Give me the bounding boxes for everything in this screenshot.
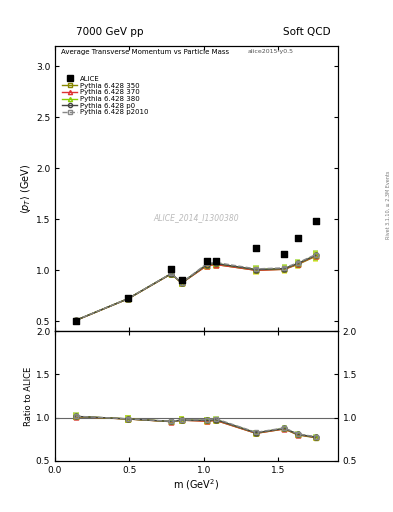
Pythia 6.428 350 — [254, 267, 259, 273]
Pythia 6.428 p2010 — [213, 260, 218, 266]
Pythia 6.428 370 — [213, 262, 218, 268]
Pythia 6.428 p2010 — [179, 280, 184, 286]
Line: Pythia 6.428 380: Pythia 6.428 380 — [73, 253, 318, 323]
Pythia 6.428 380 — [282, 266, 287, 272]
Pythia 6.428 p0 — [73, 317, 78, 324]
Pythia 6.428 p2010 — [296, 260, 300, 266]
Pythia 6.428 370 — [282, 266, 287, 272]
Pythia 6.428 p2010 — [169, 270, 174, 276]
Pythia 6.428 350 — [169, 271, 174, 277]
Pythia 6.428 350 — [179, 280, 184, 286]
X-axis label: m (GeV$^2$): m (GeV$^2$) — [173, 477, 220, 492]
Pythia 6.428 p0 — [205, 262, 209, 268]
ALICE — [312, 217, 319, 225]
ALICE — [73, 317, 79, 325]
Pythia 6.428 380 — [296, 261, 300, 267]
Pythia 6.428 p2010 — [205, 261, 209, 267]
Pythia 6.428 370 — [254, 267, 259, 273]
ALICE — [168, 265, 174, 273]
ALICE — [253, 244, 259, 252]
Line: Pythia 6.428 p0: Pythia 6.428 p0 — [73, 253, 318, 323]
Pythia 6.428 p0 — [313, 252, 318, 259]
Pythia 6.428 370 — [313, 253, 318, 259]
Pythia 6.428 p2010 — [73, 317, 78, 323]
Pythia 6.428 380 — [126, 295, 130, 302]
Text: 7000 GeV pp: 7000 GeV pp — [76, 27, 144, 37]
ALICE — [281, 250, 288, 258]
Pythia 6.428 p0 — [169, 271, 174, 277]
Pythia 6.428 p2010 — [126, 295, 130, 302]
Pythia 6.428 370 — [169, 271, 174, 277]
Text: Rivet 3.1.10, ≥ 2.3M Events: Rivet 3.1.10, ≥ 2.3M Events — [386, 170, 391, 239]
Pythia 6.428 380 — [213, 261, 218, 267]
Y-axis label: Ratio to ALICE: Ratio to ALICE — [24, 367, 33, 425]
Pythia 6.428 380 — [73, 317, 78, 324]
Pythia 6.428 350 — [313, 253, 318, 260]
Pythia 6.428 370 — [205, 263, 209, 269]
Pythia 6.428 370 — [126, 296, 130, 302]
Y-axis label: $\langle p_T\rangle$ (GeV): $\langle p_T\rangle$ (GeV) — [19, 163, 33, 214]
ALICE — [213, 257, 219, 265]
Text: ALICE_2014_I1300380: ALICE_2014_I1300380 — [154, 212, 239, 222]
ALICE — [178, 276, 185, 284]
Line: Pythia 6.428 370: Pythia 6.428 370 — [73, 253, 318, 323]
ALICE — [295, 233, 301, 242]
Pythia 6.428 370 — [179, 280, 184, 286]
Pythia 6.428 p0 — [296, 261, 300, 267]
ALICE — [204, 257, 210, 265]
Pythia 6.428 380 — [179, 280, 184, 286]
Text: alice2015-y0.5: alice2015-y0.5 — [248, 49, 294, 54]
Pythia 6.428 p0 — [213, 261, 218, 267]
Pythia 6.428 350 — [296, 262, 300, 268]
Pythia 6.428 350 — [126, 296, 130, 302]
Text: Soft QCD: Soft QCD — [283, 27, 331, 37]
Pythia 6.428 p2010 — [282, 265, 287, 271]
Pythia 6.428 380 — [313, 252, 318, 259]
Line: Pythia 6.428 350: Pythia 6.428 350 — [73, 254, 318, 323]
Pythia 6.428 380 — [254, 267, 259, 273]
Pythia 6.428 370 — [73, 317, 78, 324]
Pythia 6.428 380 — [205, 262, 209, 268]
Pythia 6.428 370 — [296, 261, 300, 267]
Pythia 6.428 p0 — [282, 266, 287, 272]
Pythia 6.428 p0 — [126, 295, 130, 302]
Pythia 6.428 350 — [205, 263, 209, 269]
ALICE — [125, 293, 131, 302]
Pythia 6.428 p2010 — [313, 251, 318, 258]
Pythia 6.428 380 — [169, 271, 174, 277]
Line: Pythia 6.428 p2010: Pythia 6.428 p2010 — [73, 252, 318, 323]
Pythia 6.428 350 — [282, 266, 287, 272]
Pythia 6.428 350 — [73, 317, 78, 324]
Pythia 6.428 p0 — [254, 267, 259, 273]
Pythia 6.428 p0 — [179, 280, 184, 286]
Text: Average Transverse Momentum vs Particle Mass: Average Transverse Momentum vs Particle … — [61, 49, 229, 55]
Pythia 6.428 p2010 — [254, 266, 259, 272]
Pythia 6.428 350 — [213, 262, 218, 268]
Legend: ALICE, Pythia 6.428 350, Pythia 6.428 370, Pythia 6.428 380, Pythia 6.428 p0, Py: ALICE, Pythia 6.428 350, Pythia 6.428 37… — [61, 75, 149, 116]
